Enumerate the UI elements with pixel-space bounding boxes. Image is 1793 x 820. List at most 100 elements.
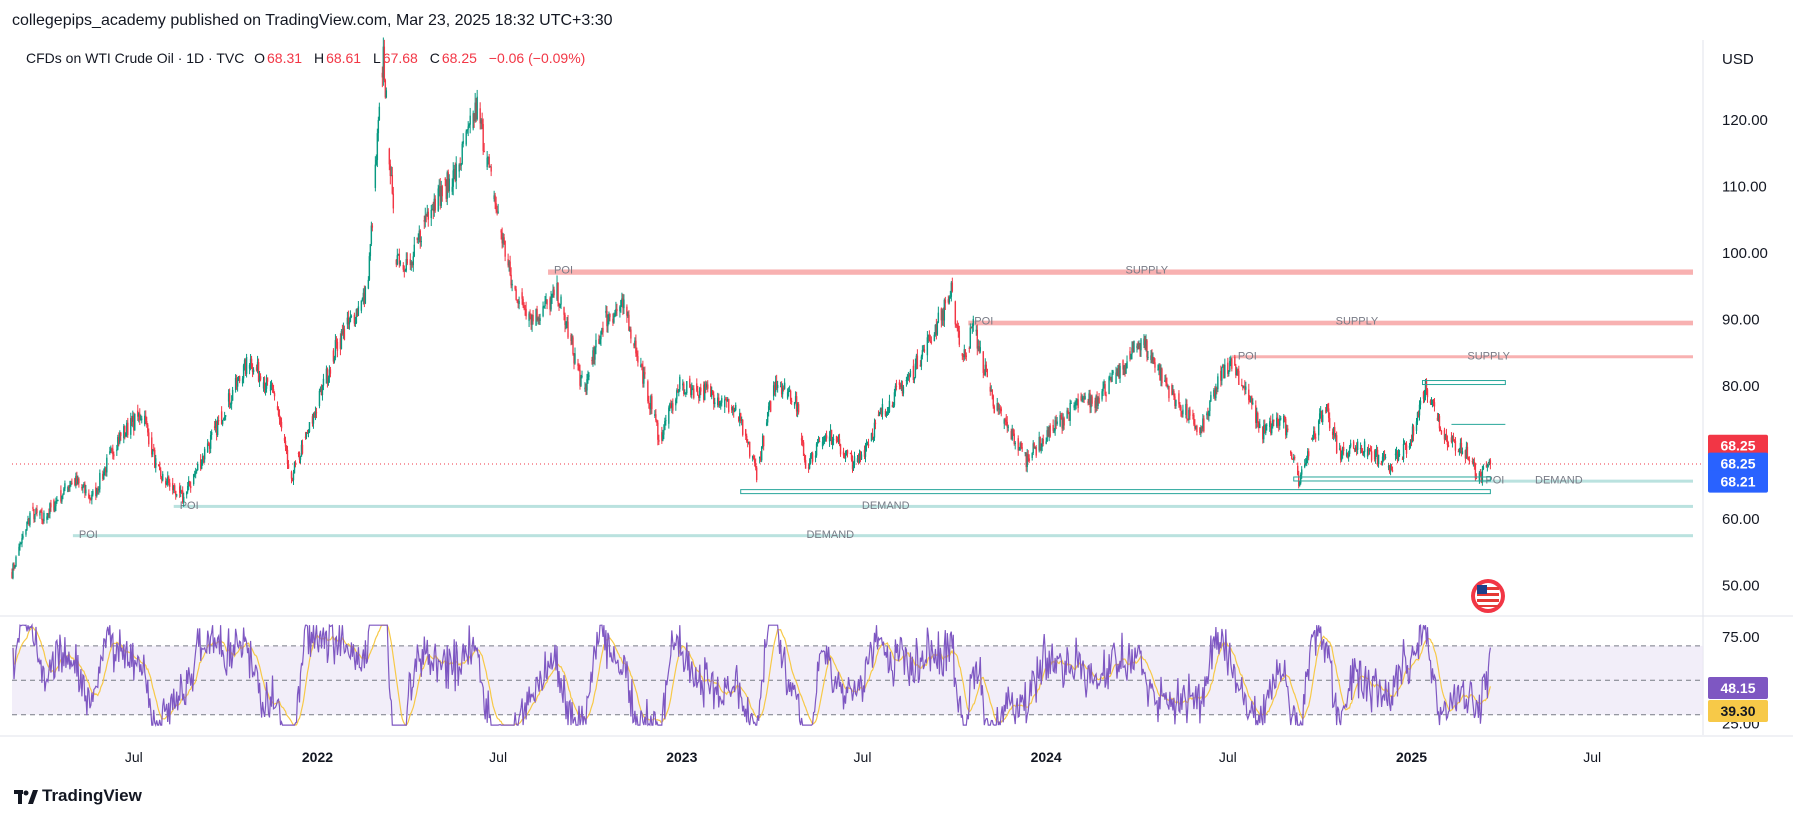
candle-body bbox=[836, 441, 839, 443]
candle-body bbox=[853, 456, 856, 465]
candle-body bbox=[937, 312, 940, 323]
candle-body bbox=[940, 308, 943, 321]
candle-body bbox=[748, 441, 751, 457]
candle-body bbox=[790, 400, 793, 403]
candle-body bbox=[1408, 446, 1411, 448]
candle-body bbox=[1423, 395, 1426, 399]
candle-body bbox=[277, 409, 280, 416]
candle-body bbox=[1208, 411, 1210, 416]
candle-body bbox=[173, 485, 175, 491]
candle-body bbox=[933, 334, 936, 342]
candle-body bbox=[158, 464, 160, 467]
candle-body bbox=[1188, 409, 1190, 420]
candle-body bbox=[521, 292, 523, 299]
price-axis[interactable]: 50.00 60.00 80.00 90.00 100.00 110.00 120.00 bbox=[1722, 112, 1768, 595]
rsi-value-badge-bg bbox=[1708, 677, 1768, 699]
candle-body bbox=[1017, 438, 1019, 451]
candle-body bbox=[266, 377, 269, 382]
candle-body bbox=[285, 446, 288, 450]
candle-body bbox=[1334, 435, 1337, 437]
candle-body bbox=[1038, 437, 1040, 451]
candle-body bbox=[1374, 451, 1377, 460]
candle-body bbox=[1291, 453, 1293, 459]
rsi-tick-label: 75.00 bbox=[1722, 629, 1760, 646]
candle-body bbox=[525, 308, 527, 317]
candle-body bbox=[1255, 405, 1257, 423]
candle-body bbox=[465, 131, 467, 145]
candle-body bbox=[560, 296, 562, 305]
candle-body bbox=[1438, 416, 1441, 429]
candle-body bbox=[1265, 425, 1267, 433]
candle-body bbox=[1122, 360, 1124, 370]
candle-body bbox=[856, 458, 859, 462]
candle-body bbox=[105, 467, 107, 473]
candle-body bbox=[509, 261, 511, 275]
candle-body bbox=[364, 287, 367, 304]
candle-body bbox=[1028, 458, 1030, 461]
candle-body bbox=[1173, 391, 1175, 397]
candle-body bbox=[522, 298, 524, 306]
candle-body bbox=[1143, 338, 1145, 346]
candle-body bbox=[357, 306, 360, 316]
candle-body bbox=[986, 368, 988, 377]
candle-body bbox=[662, 434, 664, 441]
candle-body bbox=[458, 164, 460, 172]
candle-body bbox=[251, 368, 254, 373]
candle-body bbox=[1466, 446, 1469, 458]
demand-label: DEMAND bbox=[862, 500, 910, 512]
candle-body bbox=[971, 326, 973, 328]
us-flag-icon[interactable] bbox=[1471, 579, 1505, 613]
candle-body bbox=[1404, 442, 1407, 445]
candle-body bbox=[307, 432, 310, 434]
currency-label: USD bbox=[1722, 51, 1754, 68]
tradingview-footer[interactable]: TradingView bbox=[14, 786, 142, 806]
candle-body bbox=[944, 299, 947, 304]
candle-body bbox=[1396, 451, 1399, 461]
candle-body bbox=[851, 459, 854, 470]
candle-body bbox=[1354, 447, 1357, 451]
candle-body bbox=[418, 230, 420, 239]
candle-body bbox=[481, 119, 483, 125]
candle-body bbox=[1227, 362, 1229, 374]
candle-body bbox=[682, 383, 684, 386]
candle-body bbox=[587, 376, 589, 380]
candle-body bbox=[1046, 430, 1048, 442]
candle-body bbox=[794, 396, 797, 403]
demand-box bbox=[1293, 476, 1491, 482]
candle-body bbox=[824, 435, 827, 437]
candle-body bbox=[1203, 418, 1205, 432]
candle-body bbox=[787, 390, 790, 393]
candle-body bbox=[693, 388, 695, 398]
candle-body bbox=[54, 506, 56, 511]
candle-body bbox=[370, 225, 373, 245]
candle-body bbox=[326, 368, 329, 384]
candle-body bbox=[640, 364, 642, 367]
candle-body bbox=[460, 163, 462, 166]
candle-body bbox=[403, 269, 406, 271]
candle-body bbox=[347, 317, 350, 325]
candle-body bbox=[467, 126, 469, 130]
candle-body bbox=[1175, 399, 1177, 407]
candle-body bbox=[14, 566, 16, 569]
candle-body bbox=[877, 414, 880, 416]
candle-body bbox=[189, 485, 192, 489]
candle-body bbox=[27, 518, 29, 522]
candle-body bbox=[1055, 420, 1057, 424]
candle-body bbox=[1105, 394, 1107, 397]
candle-body bbox=[528, 313, 530, 321]
candle-body bbox=[823, 436, 826, 442]
candle-body bbox=[644, 372, 646, 375]
candle-body bbox=[399, 261, 402, 265]
candle-body bbox=[1444, 434, 1447, 440]
candle-body bbox=[551, 294, 553, 298]
time-axis[interactable]: Jul 2022 Jul 2023 Jul 2024 Jul 2025 Jul bbox=[125, 749, 1601, 765]
candle-body bbox=[242, 365, 245, 379]
candle-body bbox=[837, 439, 840, 442]
candle-body bbox=[340, 331, 343, 349]
candle-body bbox=[1125, 368, 1127, 374]
candle-body bbox=[1185, 403, 1187, 415]
candle-body bbox=[1091, 396, 1093, 404]
candle-body bbox=[930, 341, 933, 343]
candle-body bbox=[161, 476, 163, 481]
